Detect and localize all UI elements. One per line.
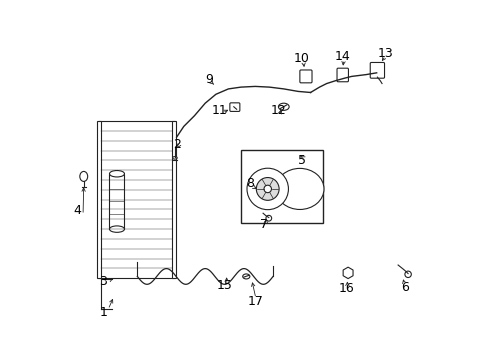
Ellipse shape <box>109 171 124 177</box>
Circle shape <box>264 185 271 193</box>
Circle shape <box>265 215 271 221</box>
Text: 3: 3 <box>99 275 107 288</box>
Ellipse shape <box>109 226 124 232</box>
Text: 14: 14 <box>334 50 350 63</box>
Text: 2: 2 <box>172 138 180 151</box>
Ellipse shape <box>278 103 288 111</box>
FancyBboxPatch shape <box>336 68 348 82</box>
Text: 9: 9 <box>204 73 212 86</box>
Text: 5: 5 <box>297 154 305 167</box>
Bar <box>98 121 175 278</box>
Text: 12: 12 <box>270 104 286 117</box>
Ellipse shape <box>242 274 249 279</box>
Text: 4: 4 <box>73 204 81 217</box>
FancyBboxPatch shape <box>369 63 384 78</box>
Text: 7: 7 <box>260 218 267 231</box>
Circle shape <box>246 168 288 210</box>
Bar <box>171 121 176 278</box>
Text: 17: 17 <box>247 295 263 308</box>
Bar <box>109 174 124 229</box>
Bar <box>97 121 101 278</box>
FancyBboxPatch shape <box>299 70 311 83</box>
Text: 11: 11 <box>211 104 227 117</box>
Text: 6: 6 <box>401 281 408 294</box>
FancyBboxPatch shape <box>229 103 240 111</box>
Circle shape <box>404 271 410 278</box>
Text: 10: 10 <box>293 52 309 65</box>
Ellipse shape <box>80 171 87 181</box>
Ellipse shape <box>172 157 177 159</box>
Circle shape <box>256 177 279 200</box>
Ellipse shape <box>275 168 324 210</box>
Text: 8: 8 <box>245 177 253 190</box>
Text: 13: 13 <box>377 47 393 60</box>
Text: 15: 15 <box>217 279 232 292</box>
Text: 16: 16 <box>338 283 353 296</box>
Bar <box>241 150 323 223</box>
Text: 1: 1 <box>99 306 107 319</box>
